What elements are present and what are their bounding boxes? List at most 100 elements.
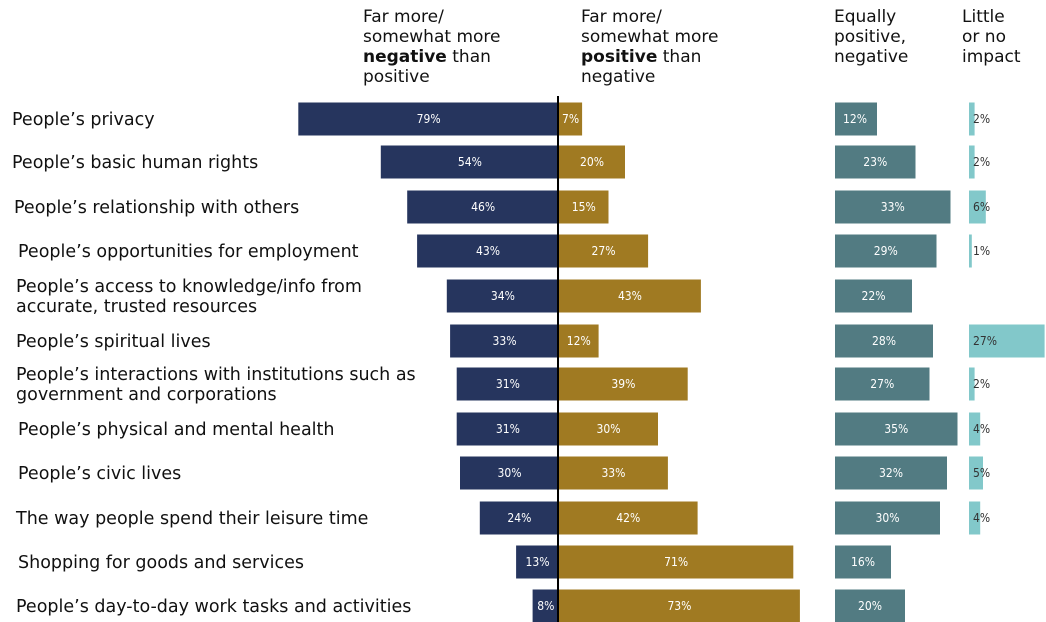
data-label-equal: 23% — [863, 155, 887, 169]
category-label-line: government and corporations — [16, 385, 277, 405]
column-header-negative: Far more/somewhat more negative than posit… — [363, 7, 500, 87]
data-label-negative: 46% — [471, 200, 495, 214]
column-header-negative-text: negative — [363, 47, 447, 67]
bar-negative — [298, 102, 559, 136]
category-label-line: People’s physical and mental health — [18, 420, 335, 440]
data-label-negative: 33% — [493, 334, 517, 348]
bar-positive — [559, 234, 649, 268]
data-label-positive: 20% — [580, 155, 604, 169]
bars: 79% 54% 46% 43% 34% 33% 31% 31% 30% 24% 13% 8% 7% 20%… — [298, 102, 1045, 622]
bar-positive — [559, 545, 794, 579]
bar-negative — [417, 234, 559, 268]
column-header-equal: Equally positive, negative — [834, 7, 908, 67]
column-header-equal-text: Equally — [834, 7, 896, 27]
bar-little — [969, 412, 981, 446]
data-label-equal: 28% — [872, 334, 896, 348]
bar-little — [969, 145, 975, 179]
data-label-equal: 12% — [843, 112, 867, 126]
column-header-equal-text: negative — [834, 47, 908, 67]
bar-equal — [835, 324, 933, 358]
data-label-little: 2% — [973, 112, 990, 126]
data-label-equal: 27% — [870, 377, 894, 391]
bar-negative — [407, 190, 559, 224]
category-label: People’s access to knowledge/info from ac… — [16, 277, 362, 317]
data-label-negative: 13% — [526, 555, 550, 569]
data-label-positive: 43% — [618, 289, 642, 303]
category-label: People’s day-to-day work tasks and activ… — [16, 597, 411, 617]
data-label-positive: 73% — [667, 599, 691, 613]
bar-equal — [835, 279, 912, 313]
column-headers: Far more/somewhat more negative than posit… — [363, 7, 1021, 87]
category-label-line: The way people spend their leisure time — [15, 509, 368, 529]
bar-positive — [559, 324, 599, 358]
data-label-little: 2% — [973, 377, 990, 391]
bar-little — [969, 456, 983, 490]
bar-equal — [835, 501, 940, 535]
bar-little — [969, 190, 986, 224]
category-label: People’s opportunities for employment — [18, 242, 359, 262]
column-header-little-text: impact — [962, 47, 1021, 67]
bar-positive — [559, 456, 668, 490]
data-label-little: 4% — [973, 511, 990, 525]
bar-positive — [559, 102, 583, 136]
category-label: People’s physical and mental health — [18, 420, 335, 440]
category-label: People’s interactions with institutions … — [16, 365, 416, 405]
bar-little — [969, 324, 1045, 358]
data-label-positive: 30% — [597, 422, 621, 436]
data-label-equal: 16% — [851, 555, 875, 569]
bar-positive — [559, 501, 698, 535]
bar-positive — [559, 279, 701, 313]
bar-equal — [835, 412, 958, 446]
bar-positive — [559, 145, 625, 179]
category-label-line: People’s spiritual lives — [16, 332, 211, 352]
category-label-line: accurate, trusted resources — [16, 297, 257, 317]
category-label-line: People’s relationship with others — [14, 198, 299, 218]
bar-negative — [479, 501, 559, 535]
category-label: People’s civic lives — [18, 464, 181, 484]
bar-equal — [835, 145, 916, 179]
data-label-positive: 39% — [611, 377, 635, 391]
category-label: Shopping for goods and services — [18, 553, 304, 573]
bar-little — [969, 234, 972, 268]
bar-negative — [532, 589, 559, 622]
data-label-equal: 32% — [879, 466, 903, 480]
bar-negative — [446, 279, 559, 313]
data-label-negative: 24% — [507, 511, 531, 525]
category-label: People’s spiritual lives — [16, 332, 211, 352]
column-header-little-text: or no — [962, 27, 1006, 47]
data-label-equal: 30% — [876, 511, 900, 525]
category-label-line: People’s access to knowledge/info from — [16, 277, 362, 297]
data-label-equal: 29% — [874, 244, 898, 258]
bar-equal — [835, 456, 947, 490]
bar-equal — [835, 589, 905, 622]
data-label-negative: 79% — [417, 112, 441, 126]
bar-negative — [460, 456, 559, 490]
bar-equal — [835, 545, 891, 579]
bar-equal — [835, 190, 951, 224]
column-header-positive-text: somewhat more — [581, 27, 718, 47]
bar-negative — [450, 324, 559, 358]
column-header-little: Little or no impact — [962, 7, 1021, 67]
data-label-negative: 31% — [496, 422, 520, 436]
column-header-equal-text: positive, — [834, 27, 906, 47]
data-label-positive: 33% — [601, 466, 625, 480]
bar-positive — [559, 412, 658, 446]
data-label-positive: 42% — [616, 511, 640, 525]
bar-positive — [559, 367, 688, 401]
data-label-positive: 27% — [592, 244, 616, 258]
bar-little — [969, 367, 975, 401]
data-label-positive: 7% — [562, 112, 579, 126]
category-label-line: People’s basic human rights — [12, 153, 258, 173]
column-header-positive-text: positive — [581, 47, 657, 67]
data-label-little: 5% — [973, 466, 990, 480]
bar-positive — [559, 190, 609, 224]
data-label-negative: 31% — [496, 377, 520, 391]
data-label-little: 4% — [973, 422, 990, 436]
data-label-equal: 22% — [862, 289, 886, 303]
data-label-negative: 54% — [458, 155, 482, 169]
data-label-positive: 12% — [567, 334, 591, 348]
category-label: People’s relationship with others — [14, 198, 299, 218]
data-label-little: 6% — [973, 200, 990, 214]
category-label: People’s basic human rights — [12, 153, 258, 173]
